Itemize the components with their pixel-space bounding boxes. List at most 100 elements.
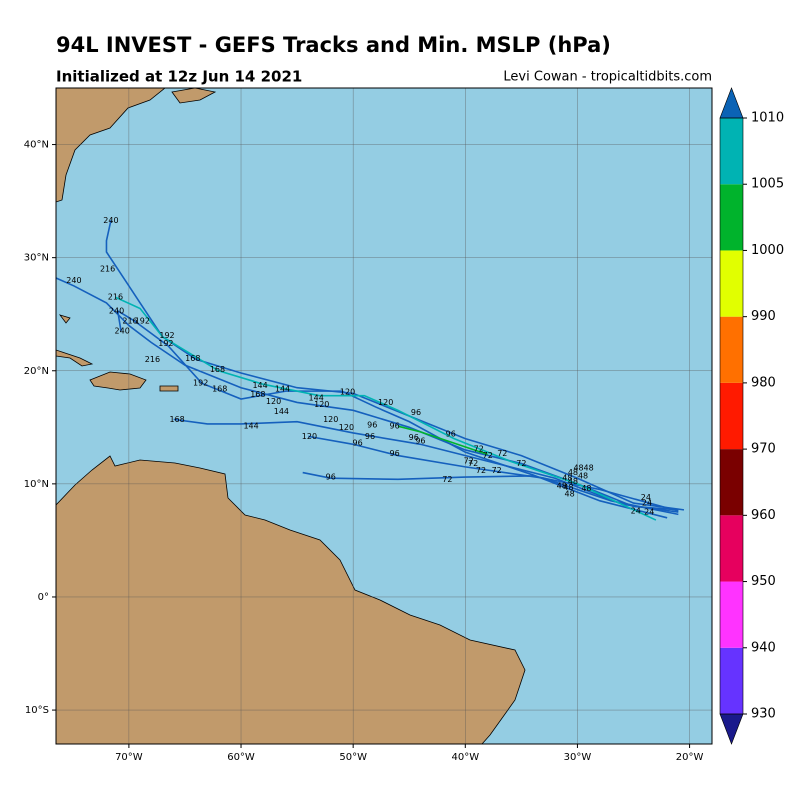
y-tick-label: 20°N — [24, 366, 49, 377]
hour-label: 72 — [464, 457, 474, 466]
track — [115, 296, 657, 521]
hour-label: 48 — [573, 464, 583, 473]
hour-label: 168 — [212, 384, 227, 393]
colorbar-tick-label: 980 — [751, 375, 776, 390]
y-tick-label: 30°N — [24, 253, 49, 264]
y-tick-label: 0° — [38, 592, 49, 603]
hour-label: 48 — [564, 490, 574, 499]
hour-label: 216 — [122, 316, 137, 325]
hour-label: 48 — [581, 484, 591, 493]
hour-label: 144 — [243, 422, 258, 431]
colorbar: 930 940 950 960 970 980 990 1000 1005 1010 — [719, 87, 784, 745]
map-frame — [55, 87, 713, 745]
hispaniola — [89, 371, 147, 391]
hour-label: 216 — [100, 264, 115, 273]
hour-label: 168 — [210, 365, 225, 374]
colorbar-tick-label: 970 — [751, 442, 776, 457]
hour-label: 96 — [353, 439, 363, 448]
hour-label: 72 — [483, 451, 493, 460]
x-tick-label: 50°W — [339, 752, 367, 763]
hour-label: 168 — [250, 390, 265, 399]
hour-label: 120 — [340, 388, 355, 397]
colorbar-tick-label: 990 — [751, 309, 776, 324]
colorbar-segment — [720, 316, 743, 383]
colorbar-segment — [720, 581, 743, 648]
colorbar-tick-label: 1010 — [751, 111, 784, 126]
hour-label: 96 — [446, 430, 456, 439]
colorbar-tick-label: 950 — [751, 574, 776, 589]
hour-label: 192 — [158, 339, 173, 348]
hour-label: 192 — [193, 379, 208, 388]
colorbar-under — [719, 713, 744, 745]
hour-label: 48 — [578, 471, 588, 480]
colorbar-tick-label: 960 — [751, 508, 776, 523]
hour-label: 96 — [365, 432, 375, 441]
hour-label: 24 — [631, 507, 641, 516]
hour-label: 144 — [274, 407, 289, 416]
hour-label: 120 — [339, 423, 354, 432]
hour-label: 96 — [411, 408, 421, 417]
colorbar-segment — [720, 184, 743, 251]
hour-label: 24 — [644, 508, 654, 517]
colorbar-frame — [719, 117, 744, 715]
track — [173, 418, 679, 513]
hour-label: 144 — [252, 381, 267, 390]
hour-label: 216 — [108, 293, 123, 302]
hour-label: 120 — [378, 398, 393, 407]
tracks — [56, 220, 685, 521]
grid — [56, 88, 712, 744]
colorbar-segment — [720, 449, 743, 516]
south-america — [56, 455, 526, 744]
colorbar-segment — [720, 118, 743, 185]
hour-label: 24 — [641, 493, 651, 502]
colorbar-segment — [720, 647, 743, 714]
cuba — [56, 349, 94, 367]
hour-label: 48 — [584, 464, 594, 473]
hour-label: 240 — [66, 276, 81, 285]
subtitle: Initialized at 12z Jun 14 2021 — [56, 68, 302, 86]
y-tick-label: 40°N — [24, 140, 49, 151]
hour-label: 120 — [302, 432, 317, 441]
hour-label: 96 — [326, 473, 336, 482]
bahamas — [58, 314, 71, 324]
hour-label: 216 — [145, 355, 160, 364]
hour-label: 240 — [109, 306, 124, 315]
hour-label: 48 — [562, 474, 572, 483]
hour-label: 96 — [367, 421, 377, 430]
colorbar-segment — [720, 250, 743, 317]
hour-label: 72 — [474, 444, 484, 453]
x-tick-label: 20°W — [676, 752, 704, 763]
x-tick-label: 30°W — [564, 752, 592, 763]
track — [116, 309, 668, 519]
nova-scotia — [171, 88, 217, 104]
chart-title: 94L INVEST - GEFS Tracks and Min. MSLP (… — [56, 33, 611, 57]
hour-label: 72 — [516, 459, 526, 468]
hour-label: 48 — [568, 468, 578, 477]
hour-label: 72 — [476, 466, 486, 475]
hour-label: 72 — [468, 459, 478, 468]
hour-label: 120 — [314, 400, 329, 409]
hour-label: 240 — [115, 327, 130, 336]
colorbar-tick-label: 930 — [751, 707, 776, 722]
hour-label: 96 — [390, 422, 400, 431]
x-tick-label: 60°W — [227, 752, 255, 763]
y-tick-label: 10°S — [25, 705, 49, 716]
track — [105, 220, 685, 511]
hour-label: 48 — [557, 482, 567, 491]
hour-label: 192 — [159, 331, 174, 340]
hour-label: 120 — [323, 415, 338, 424]
hour-label: 72 — [442, 475, 452, 484]
hour-label: 96 — [390, 449, 400, 458]
colorbar-segment — [720, 515, 743, 582]
colorbar-tick-label: 1000 — [751, 243, 784, 258]
hour-label: 48 — [563, 483, 573, 492]
track — [302, 471, 679, 512]
hour-label: 96 — [409, 433, 419, 442]
hour-label: 144 — [309, 393, 324, 402]
track — [308, 435, 679, 516]
hour-label: 144 — [275, 384, 290, 393]
hour-label: 168 — [185, 354, 200, 363]
